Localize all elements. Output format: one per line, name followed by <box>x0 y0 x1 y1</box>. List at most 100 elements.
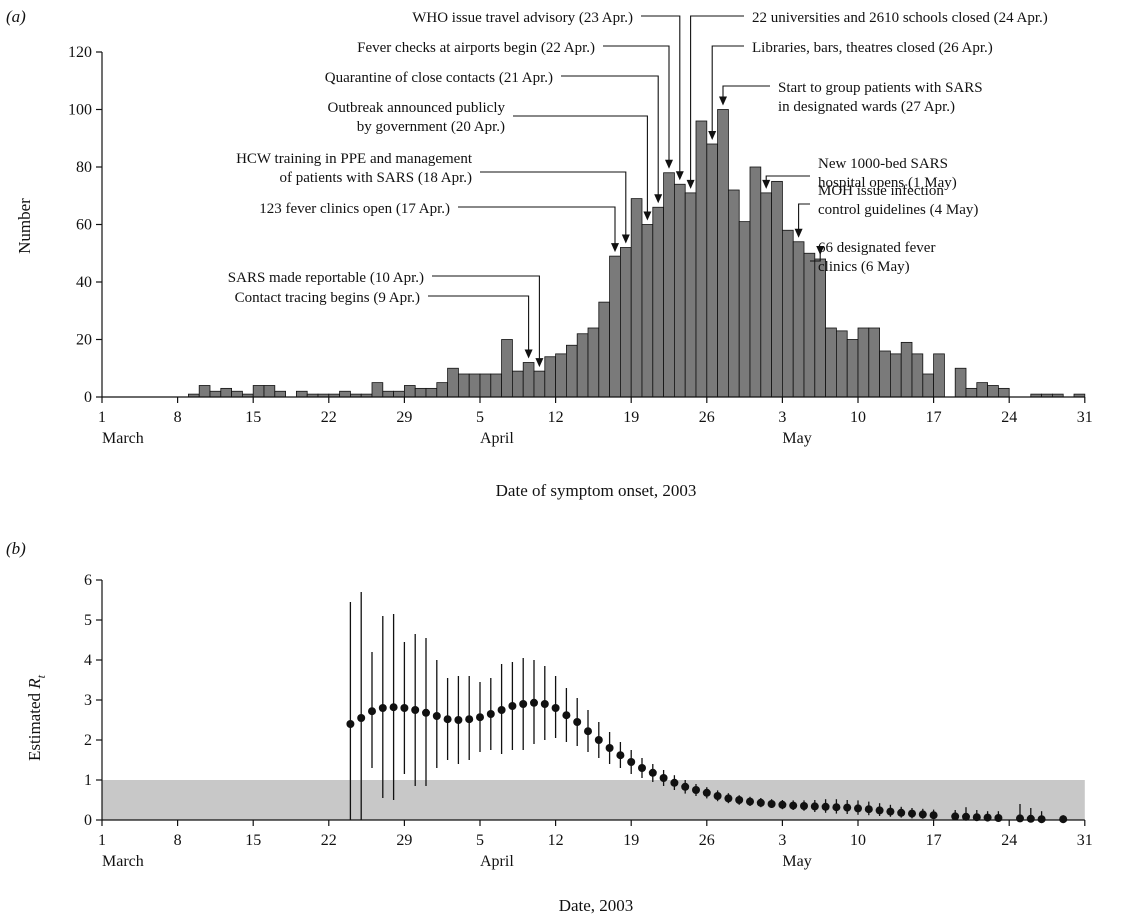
point <box>432 712 441 720</box>
annotation: Libraries, bars, theatres closed (26 Apr… <box>708 40 993 140</box>
annotation-text: WHO issue travel advisory (23 Apr.) <box>412 10 633 26</box>
bar <box>998 387 1010 398</box>
bar <box>630 198 643 398</box>
bar <box>447 367 459 398</box>
panel-b-x-tick-label: 12 <box>548 832 564 849</box>
panel-a-label: (a) <box>6 7 26 26</box>
panel-b-label: (b) <box>6 539 26 558</box>
annotation-leader <box>603 45 670 161</box>
point <box>648 768 657 777</box>
point <box>659 774 668 782</box>
annotation-text: control guidelines (4 May) <box>818 202 978 218</box>
bar <box>954 367 967 398</box>
point <box>1059 815 1068 824</box>
point <box>508 702 517 710</box>
point <box>594 736 603 744</box>
bar <box>512 370 524 398</box>
point <box>519 700 528 708</box>
panel-b-month-label: March <box>102 853 144 870</box>
bar <box>900 341 913 398</box>
annotation: WHO issue travel advisory (23 Apr.) <box>412 10 684 181</box>
point <box>746 797 754 806</box>
point <box>854 804 862 813</box>
point <box>357 714 366 722</box>
panel-b-y-tick-label: 6 <box>84 572 92 589</box>
bar <box>641 224 654 398</box>
panel-a-month-label: March <box>102 430 144 447</box>
annotation: Contact tracing begins (9 Apr.) <box>235 290 533 359</box>
point <box>692 786 700 794</box>
annotation-text: 22 universities and 2610 schools closed … <box>752 10 1048 26</box>
bar <box>782 229 794 398</box>
annotation-arrowhead <box>675 171 684 181</box>
panel-a-y-axis-label: Number <box>15 198 34 254</box>
bar <box>760 192 772 398</box>
bar <box>933 353 945 398</box>
point <box>638 764 646 772</box>
annotation-arrowhead <box>621 234 630 244</box>
bar <box>706 143 718 398</box>
bar <box>890 353 902 398</box>
bar <box>598 301 610 398</box>
annotation: 22 universities and 2610 schools closed … <box>686 10 1048 189</box>
panel-a-x-tick-label: 31 <box>1077 409 1093 426</box>
annotation-text: MOH issue infection <box>818 183 944 199</box>
panel-b-x-tick-label: 3 <box>778 832 786 849</box>
point <box>951 812 960 821</box>
annotation-leader <box>798 203 810 230</box>
panel-a-bars <box>187 109 1086 398</box>
annotation-text: of patients with SARS (18 Apr.) <box>279 170 472 186</box>
point <box>627 758 636 766</box>
annotation-arrowhead <box>816 246 825 255</box>
point <box>465 715 474 724</box>
point <box>422 708 430 717</box>
point <box>551 704 560 712</box>
bar <box>436 382 448 398</box>
annotation-text: Start to group patients with SARS <box>778 80 983 96</box>
bar <box>965 387 978 398</box>
annotation-leader <box>690 15 744 181</box>
annotation: New 1000-bed SARS hospital opens (1 May) <box>762 156 957 191</box>
annotation-text: by government (20 Apr.) <box>357 119 505 135</box>
panel-a-x-tick-label: 24 <box>1001 409 1017 426</box>
panel-a-x-tick-label: 8 <box>174 409 182 426</box>
annotation: 123 fever clinics open (17 Apr.) <box>259 201 619 253</box>
annotation-arrowhead <box>708 131 717 140</box>
point <box>832 803 841 812</box>
annotation-text: 123 fever clinics open (17 Apr.) <box>259 201 450 217</box>
panel-a-x-tick-label: 26 <box>699 409 715 426</box>
bar <box>620 247 632 398</box>
bar <box>576 333 589 398</box>
point <box>767 800 776 808</box>
annotation-arrowhead <box>686 179 695 189</box>
point <box>562 711 571 720</box>
panel-a-x-tick-label: 15 <box>245 409 261 426</box>
bar <box>490 373 502 398</box>
bar <box>231 390 243 398</box>
annotation-leader <box>765 175 810 181</box>
annotation-text: Quarantine of close contacts (21 Apr.) <box>325 70 553 86</box>
bar <box>879 350 891 398</box>
point <box>605 744 614 752</box>
bar <box>533 370 546 398</box>
annotation-text: Fever checks at airports begin (22 Apr.) <box>357 40 595 56</box>
point <box>918 810 927 819</box>
point <box>378 704 387 712</box>
bar <box>868 327 880 398</box>
panel-b-x-axis-label: Date, 2003 <box>559 896 634 915</box>
bar <box>425 387 438 398</box>
bar <box>803 252 816 398</box>
panel-a-x-tick-label: 3 <box>778 409 786 426</box>
bar <box>209 390 222 398</box>
annotation-arrowhead <box>643 211 652 221</box>
panel-b-y-axis-label-main: Estimated <box>25 689 44 761</box>
bar <box>393 390 405 398</box>
point <box>476 713 484 722</box>
point <box>994 814 1003 822</box>
bar <box>695 120 708 398</box>
annotation-leader <box>722 85 770 98</box>
point <box>411 706 420 714</box>
panel-b-x-tick-label: 15 <box>245 832 261 849</box>
